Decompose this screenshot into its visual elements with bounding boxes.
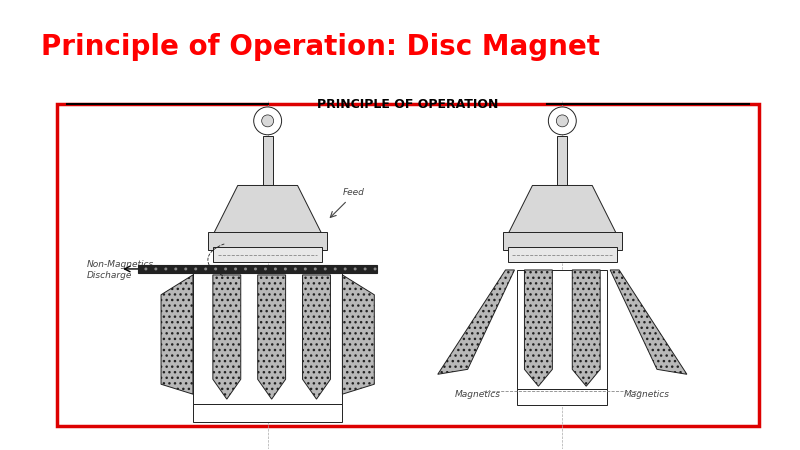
Bar (138, 265, 378, 273)
Bar (502, 232, 622, 250)
Circle shape (262, 115, 274, 127)
Polygon shape (302, 275, 330, 399)
Polygon shape (213, 275, 241, 399)
Text: Feed: Feed (342, 189, 364, 198)
Circle shape (334, 267, 337, 270)
Bar (558, 136, 567, 185)
Circle shape (214, 267, 217, 270)
Bar (193, 404, 342, 422)
Circle shape (184, 267, 187, 270)
Circle shape (556, 115, 568, 127)
Bar (193, 273, 342, 404)
Circle shape (254, 107, 282, 135)
Circle shape (344, 267, 346, 270)
Text: Non-Magnetics
Discharge: Non-Magnetics Discharge (87, 260, 154, 279)
Bar (518, 270, 607, 389)
Circle shape (174, 267, 178, 270)
Bar (57, 104, 758, 426)
Circle shape (234, 267, 237, 270)
Circle shape (304, 267, 307, 270)
Polygon shape (161, 275, 193, 394)
Circle shape (284, 267, 287, 270)
Bar (208, 232, 327, 250)
Bar (507, 247, 617, 262)
Circle shape (224, 267, 227, 270)
Circle shape (204, 267, 207, 270)
Text: Principle of Operation: Disc Magnet: Principle of Operation: Disc Magnet (42, 33, 600, 61)
Circle shape (324, 267, 326, 270)
Polygon shape (258, 275, 286, 399)
Circle shape (154, 267, 158, 270)
Circle shape (254, 267, 257, 270)
Text: Magnetics: Magnetics (624, 390, 670, 399)
Circle shape (354, 267, 357, 270)
Polygon shape (525, 270, 552, 386)
Circle shape (164, 267, 167, 270)
Circle shape (294, 267, 297, 270)
Polygon shape (572, 270, 600, 386)
Polygon shape (507, 185, 617, 235)
Circle shape (548, 107, 576, 135)
Circle shape (274, 267, 277, 270)
Bar (213, 247, 322, 262)
Text: PRINCIPLE OF OPERATION: PRINCIPLE OF OPERATION (318, 98, 498, 111)
Circle shape (314, 267, 317, 270)
Polygon shape (213, 185, 322, 235)
Text: Magnetics: Magnetics (454, 390, 501, 399)
Polygon shape (438, 270, 514, 374)
Bar (518, 389, 607, 405)
Circle shape (364, 267, 366, 270)
Polygon shape (342, 275, 374, 394)
Bar (262, 136, 273, 185)
Circle shape (194, 267, 198, 270)
Polygon shape (610, 270, 687, 374)
Circle shape (374, 267, 377, 270)
Circle shape (264, 267, 267, 270)
Circle shape (244, 267, 247, 270)
Circle shape (144, 267, 147, 270)
